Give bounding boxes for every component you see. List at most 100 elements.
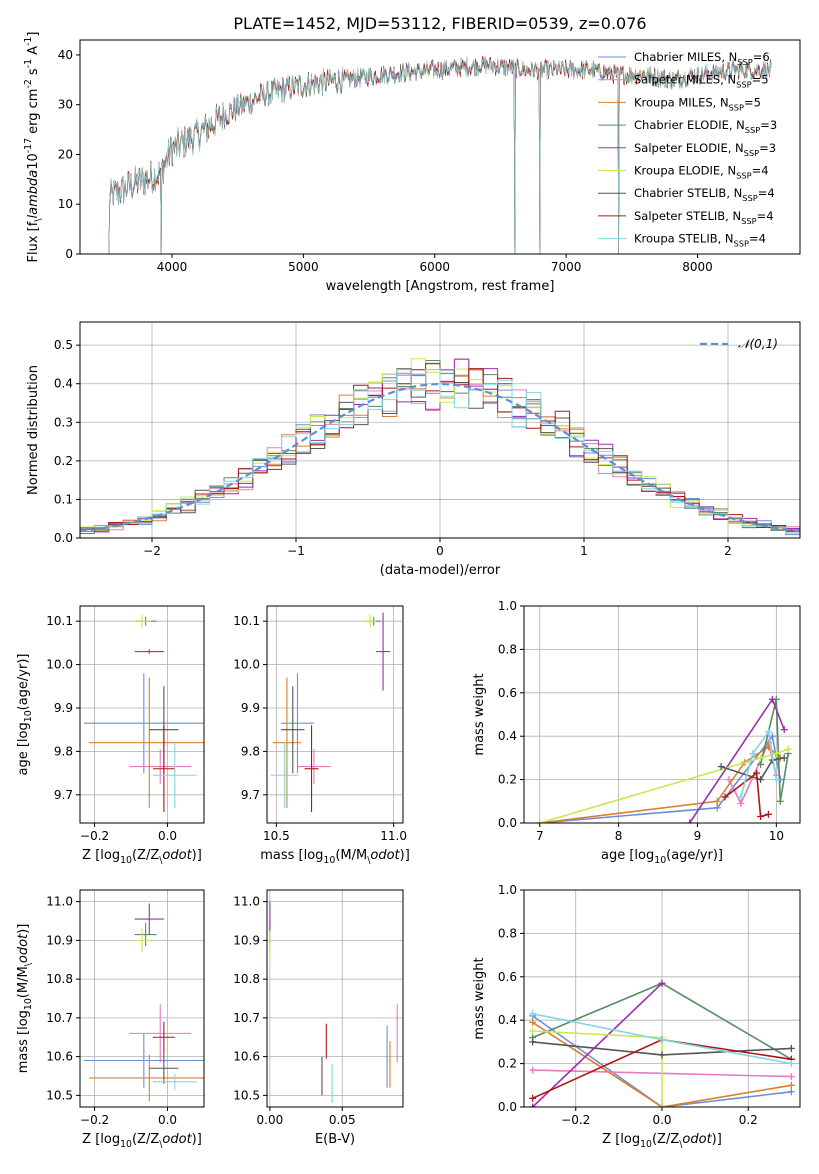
plot-area-mass_vs_EBV	[269, 901, 398, 1104]
label-part: age [log	[16, 722, 31, 775]
x-axis-label: mass [log10(M/M\odot)]	[260, 848, 410, 866]
y-tick-label: 0.0	[498, 1100, 517, 1114]
label-part: odot	[16, 933, 31, 963]
label-part: -1	[23, 59, 34, 68]
y-tick-label: 10.7	[46, 1011, 73, 1025]
label-part: (M/M	[335, 848, 367, 863]
y-tick-label: 10	[58, 197, 73, 211]
label-part: (Z/Z	[132, 848, 159, 863]
x-tick-label: 0.0	[652, 1113, 671, 1127]
legend-label-kroupa_miles: Kroupa MILES, NSSP=5	[634, 95, 761, 112]
x-tick-label: 11.0	[380, 829, 407, 843]
label-part: E(B-V)	[315, 1132, 355, 1147]
label-part: \	[159, 855, 163, 866]
label-part: A	[26, 46, 41, 59]
x-tick-label: 10.5	[263, 829, 290, 843]
x-tick-label: 0	[436, 544, 444, 558]
legend-label-kroupa_elodie: Kroupa ELODIE, NSSP=4	[634, 164, 769, 181]
label-part: SSP	[729, 102, 744, 112]
y-axis-label: Normed distribution	[26, 365, 41, 495]
label-part: Kroupa ELODIE, N	[634, 164, 736, 178]
x-tick-label: 4000	[157, 260, 188, 274]
y-tick-label: 11.0	[46, 895, 73, 909]
label-part: Salpeter MILES, N	[634, 73, 736, 87]
plot-area-weights_vs_Z	[529, 979, 795, 1107]
label-part: (M/M	[16, 966, 31, 998]
label-part: Salpeter ELODIE, N	[634, 141, 744, 155]
label-part: Z [log	[602, 1132, 640, 1147]
label-part: Salpeter STELIB, N	[634, 209, 741, 223]
y-tick-label: 0.2	[498, 1057, 517, 1071]
weight-line-chabrier_miles	[539, 734, 782, 823]
y-tick-label: 0	[65, 247, 73, 261]
y-tick-label: 0.5	[54, 338, 73, 352]
plot-area-spectrum	[108, 55, 772, 254]
label-part: =4	[758, 186, 775, 200]
x-tick-label: 8000	[682, 260, 713, 274]
x-tick-label: 7	[536, 829, 544, 843]
x-tick-label: −0.2	[80, 829, 109, 843]
label-part: -2	[23, 79, 34, 88]
label-part: erg cm	[26, 89, 41, 138]
label-part: )]	[400, 848, 410, 863]
x-tick-label: 1	[580, 544, 588, 558]
y-tick-label: 40	[58, 48, 73, 62]
x-tick-label: 0.0	[158, 1113, 177, 1127]
x-axis-label: age [log10(age/yr)]	[601, 848, 723, 866]
y-tick-label: 1.0	[498, 599, 517, 613]
label-part: odot	[162, 1132, 192, 1147]
label-part: Flux [f	[26, 221, 41, 262]
label-part: Kroupa MILES, N	[634, 95, 729, 109]
label-part: 10	[640, 1139, 652, 1150]
spectrum-line-kroupa_stelib	[108, 56, 772, 254]
label-part: Chabrier STELIB, N	[634, 186, 742, 200]
label-part: (age/yr)]	[666, 848, 723, 863]
label-part: \	[159, 1139, 163, 1150]
x-tick-label: −1	[287, 544, 305, 558]
label-part: Z [log	[82, 848, 120, 863]
weight-line-kroupa_elodie	[539, 748, 789, 823]
axes-frame	[79, 605, 205, 824]
label-part: )]	[192, 1132, 202, 1147]
label-part: =6	[753, 50, 770, 64]
label-part: =4	[752, 164, 769, 178]
weight-line-kroupa_stelib	[740, 729, 778, 798]
label-part: =4	[757, 209, 774, 223]
panel-age_vs_Z: −0.2 0.09.79.89.910.010.1Z [log10(Z/Z\odo…	[16, 605, 205, 866]
y-tick-label: 10.9	[46, 933, 73, 947]
label-part: 10	[654, 855, 666, 866]
label-part: SSP	[737, 57, 752, 67]
y-tick-label: 0.3	[54, 415, 73, 429]
y-tick-label: 0.1	[54, 492, 73, 506]
label-part: SSP	[736, 80, 751, 90]
axes-frame	[79, 39, 801, 255]
label-part: Normed distribution	[26, 365, 41, 495]
label-part: SSP	[736, 171, 751, 181]
y-tick-label: 10.8	[46, 972, 73, 986]
y-tick-label: 0.6	[498, 686, 517, 700]
plot-area-residuals	[80, 358, 800, 536]
legend-label-kroupa_stelib: Kroupa STELIB, NSSP=4	[634, 232, 766, 249]
y-tick-label: 10.8	[233, 972, 260, 986]
legend-label-chabrier_stelib: Chabrier STELIB, NSSP=4	[634, 186, 775, 203]
x-tick-label: −0.2	[561, 1113, 590, 1127]
x-tick-label: 7000	[551, 260, 582, 274]
y-tick-label: 11.0	[233, 895, 260, 909]
label-part: wavelength [Angstrom, rest frame]	[326, 279, 555, 294]
weight-line-kroupa_miles	[532, 1021, 792, 1107]
label-part: -1	[23, 37, 34, 46]
x-tick-label: 6000	[419, 260, 450, 274]
y-tick-label: 0.0	[54, 531, 73, 545]
label-part: age [log	[601, 848, 654, 863]
label-part: )]	[16, 924, 31, 934]
label-part: Kroupa STELIB, N	[634, 232, 734, 246]
x-axis-label: Z [log10(Z/Z\odot)]	[602, 1132, 722, 1150]
label-part: s	[26, 68, 41, 79]
y-tick-label: 0.4	[498, 1013, 517, 1027]
y-tick-label: 0.8	[498, 642, 517, 656]
weight-line-salpeter_stelib	[724, 771, 769, 818]
label-part: SSP	[745, 125, 760, 135]
label-part: 10	[120, 1139, 132, 1150]
